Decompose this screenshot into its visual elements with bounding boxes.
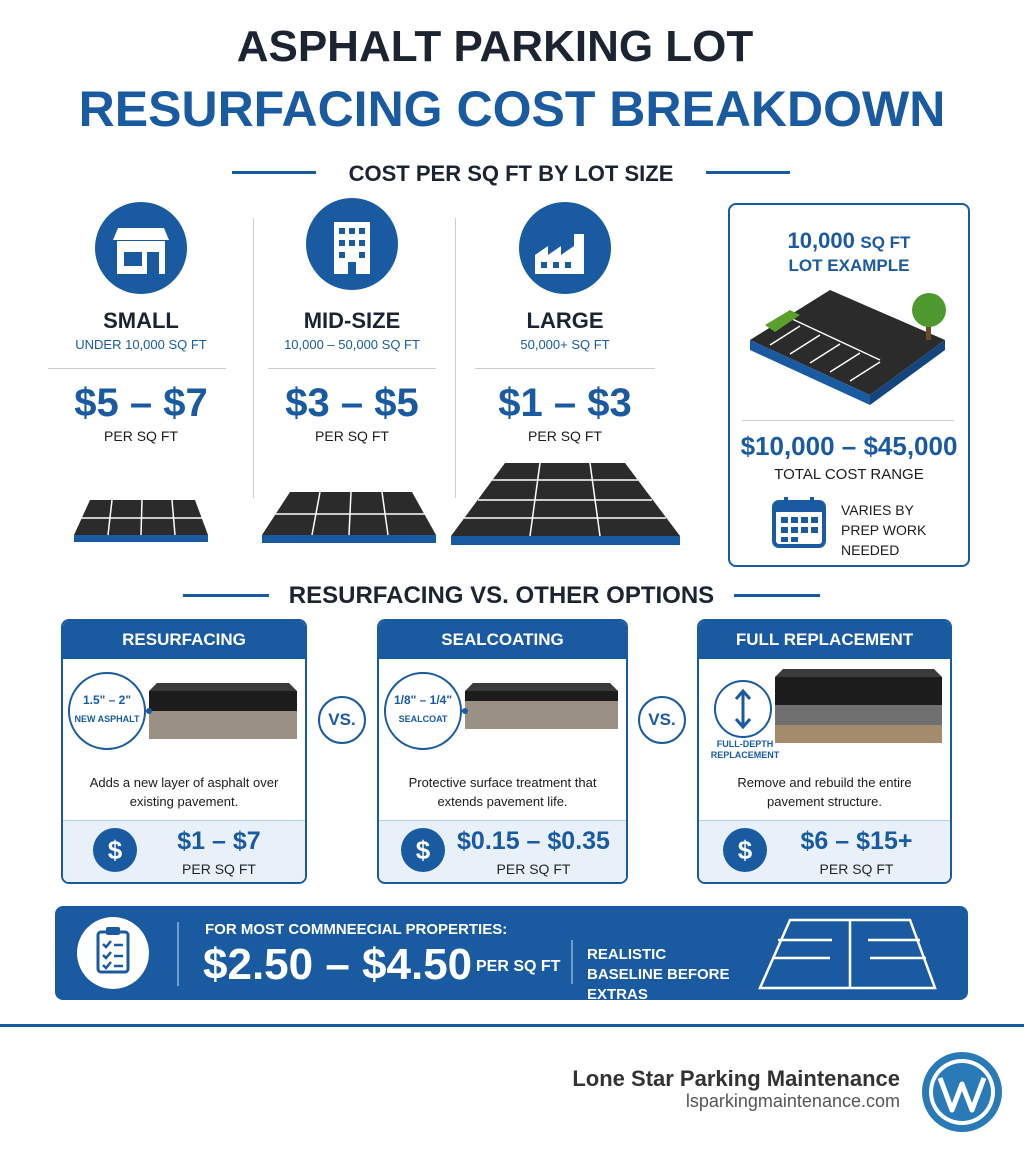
example-lot bbox=[750, 290, 946, 405]
tier-range: 50,000+ SQ FT bbox=[520, 337, 610, 352]
option-unit: PER SQ FT bbox=[819, 861, 894, 877]
option-card: FULL REPLACEMENT Remove and rebuild the e… bbox=[697, 619, 952, 884]
option-description: Remove and rebuild the entire pavement s… bbox=[737, 775, 912, 809]
company: Lone Star Parking Maintenance bbox=[572, 1066, 900, 1091]
summary-note: REALISTIC BASELINE BEFORE EXTRAS bbox=[587, 946, 730, 1003]
section-heading: RESURFACING VS. OTHER OPTIONS bbox=[288, 582, 715, 609]
layer-label: 1.5" – 2" bbox=[82, 693, 132, 707]
example-note: VARIES BY PREP WORK NEEDED bbox=[841, 502, 927, 558]
layer-label: 1/8" – 1/4" bbox=[393, 693, 453, 707]
option-card: SEALCOATING Protective surface treatment … bbox=[377, 619, 628, 884]
option-price: $1 – $7 bbox=[177, 827, 261, 855]
divider bbox=[268, 368, 436, 369]
summary-price: $2.50 – $4.50 bbox=[203, 940, 473, 989]
tier-unit: PER SQ FT bbox=[104, 428, 178, 444]
example-size: 10,000 SQ FT bbox=[728, 228, 970, 254]
title-line2: RESURFACING COST BREAKDOWN bbox=[78, 81, 946, 137]
wp-logo bbox=[922, 1052, 1002, 1132]
currency-icon: $ bbox=[737, 835, 753, 865]
option-unit: PER SQ FT bbox=[182, 861, 256, 877]
summary-graphics bbox=[77, 917, 937, 990]
footer-rule bbox=[0, 1024, 1024, 1027]
option-card: RESURFACING Adds a new layer of asphalt o… bbox=[61, 619, 307, 884]
tier-price: $1 – $3 bbox=[498, 381, 632, 425]
vs-circles bbox=[318, 696, 686, 744]
summary-bar bbox=[55, 906, 968, 1000]
example-price-label: TOTAL COST RANGE bbox=[774, 466, 924, 483]
option-price: $6 – $15+ bbox=[800, 827, 913, 855]
summary-unit: PER SQ FT bbox=[476, 958, 561, 975]
vs-label: VS. bbox=[648, 710, 676, 729]
currency-icon: $ bbox=[107, 835, 123, 865]
divider bbox=[253, 218, 254, 498]
divider bbox=[48, 368, 226, 369]
lot-illustrations bbox=[74, 462, 680, 545]
vs-label: VS. bbox=[328, 710, 356, 729]
option-description: Adds a new layer of asphalt over existin… bbox=[89, 775, 279, 809]
option-name: FULL REPLACEMENT bbox=[699, 621, 950, 659]
tier-price: $3 – $5 bbox=[285, 381, 419, 425]
tier-range: UNDER 10,000 SQ FT bbox=[75, 337, 207, 352]
summary-label: FOR MOST COMMNEECIAL PROPERTIES: bbox=[205, 921, 508, 938]
layer-illustration bbox=[384, 672, 618, 872]
example-label: LOT EXAMPLE bbox=[788, 256, 910, 275]
tier-icons bbox=[95, 198, 611, 294]
divider bbox=[742, 420, 954, 421]
section-heading: COST PER SQ FT BY LOT SIZE bbox=[348, 161, 674, 186]
divider bbox=[475, 368, 655, 369]
tier-name: LARGE bbox=[526, 308, 604, 333]
example-size-unit: SQ FT bbox=[860, 233, 911, 252]
title-line1: ASPHALT PARKING LOT bbox=[236, 22, 754, 71]
layer-label: FULL-DEPTH REPLACEMENT bbox=[710, 739, 780, 760]
currency-icon: $ bbox=[415, 835, 431, 865]
divider bbox=[455, 218, 456, 498]
layer-illustration bbox=[714, 669, 942, 872]
example-price: $10,000 – $45,000 bbox=[740, 431, 958, 461]
option-name: SEALCOATING bbox=[379, 621, 626, 659]
option-description: Protective surface treatment that extend… bbox=[408, 775, 597, 809]
layer-sublabel: SEALCOAT bbox=[398, 714, 448, 724]
website: lsparkingmaintenance.com bbox=[685, 1091, 900, 1111]
rule bbox=[183, 594, 269, 597]
layer-sublabel: NEW ASPHALT bbox=[74, 714, 140, 724]
tier-name: SMALL bbox=[103, 308, 179, 333]
option-name: RESURFACING bbox=[63, 621, 305, 659]
tier-name: MID-SIZE bbox=[303, 308, 401, 333]
tier-range: 10,000 – 50,000 SQ FT bbox=[284, 337, 420, 352]
option-price: $0.15 – $0.35 bbox=[457, 827, 610, 855]
rule bbox=[734, 594, 820, 597]
calendar-icon bbox=[772, 497, 826, 548]
example-size-value: 10,000 bbox=[787, 228, 855, 253]
tier-unit: PER SQ FT bbox=[315, 428, 389, 444]
rule bbox=[232, 171, 316, 174]
rule bbox=[706, 171, 790, 174]
layer-illustration bbox=[68, 672, 297, 872]
tier-price: $5 – $7 bbox=[74, 381, 208, 425]
tier-unit: PER SQ FT bbox=[528, 428, 602, 444]
option-unit: PER SQ FT bbox=[496, 861, 571, 877]
